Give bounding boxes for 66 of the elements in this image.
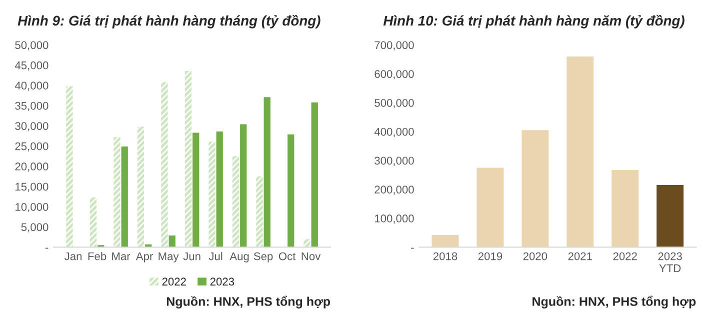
y-tick-label: 400,000: [374, 128, 414, 138]
text: Nguồn: HNX, PHS tổng hợp: [166, 296, 330, 308]
x-tick-label: May: [158, 252, 179, 262]
bar: [232, 156, 240, 248]
bar: [288, 134, 294, 248]
x-tick-label: Feb: [88, 252, 106, 260]
legend-label: 2023: [210, 278, 234, 286]
bar: [66, 86, 73, 248]
y-tick-label: 700,000: [374, 41, 414, 50]
bar: [311, 102, 318, 248]
bar: [208, 142, 216, 248]
x-tick-label: Sep: [254, 252, 273, 262]
x-tick-label: 2021: [568, 252, 592, 260]
bar: [161, 82, 168, 248]
bar: [114, 137, 120, 248]
x-tick-label: Jun: [183, 252, 200, 260]
x-tick-label: 2018: [433, 252, 458, 260]
y-tick-label: 25,000: [15, 142, 48, 152]
bar: [192, 132, 200, 248]
bar: [240, 124, 247, 248]
x-tick-label: 2022: [613, 252, 637, 260]
bar: [216, 131, 223, 248]
y-tick-label: -: [45, 248, 48, 249]
y-tick-label: 300,000: [374, 156, 414, 166]
y-tick-label: 10,000: [16, 202, 48, 212]
x-tick-label: Mar: [112, 252, 130, 260]
bar: [304, 239, 310, 248]
bar: [432, 235, 459, 248]
bar: [566, 56, 594, 248]
y-tick-label: 500,000: [374, 98, 414, 108]
x-tick-label: 2019: [478, 252, 502, 260]
y-tick-label: 50,000: [15, 41, 48, 50]
bar: [90, 197, 97, 248]
y-tick-label: 45,000: [14, 61, 48, 71]
y-tick-label: 40,000: [14, 82, 48, 91]
bar: [256, 176, 263, 248]
bar: [137, 126, 144, 248]
y-tick-label: 35,000: [15, 102, 48, 112]
x-tick-label: Aug: [230, 252, 249, 262]
y-tick-label: 5,000: [21, 223, 48, 232]
x-tick-label: Jan: [64, 252, 82, 260]
y-tick-label: 15,000: [16, 182, 48, 192]
x-tick-label: Nov: [302, 252, 321, 260]
chart-title: Hình 10: Giá trị phát hành hàng năm (tỷ đồng): [383, 14, 684, 28]
bar: [121, 146, 128, 248]
x-tick-label: Oct: [278, 252, 296, 260]
bar: [184, 70, 192, 248]
y-tick-label: 30,000: [15, 122, 48, 132]
text: Nguồn: HNX, PHS tổng hợp: [532, 296, 696, 308]
y-tick-label: 600,000: [374, 70, 414, 80]
legend-label: 2022: [162, 278, 186, 286]
y-tick-label: 200,000: [374, 186, 414, 195]
x-tick-label: 2023 YTD: [658, 252, 682, 272]
bar: [656, 185, 684, 248]
x-tick-label: 2020: [523, 252, 548, 260]
y-tick-label: -: [411, 248, 414, 249]
bar: [522, 130, 549, 248]
x-tick-label: Apr: [136, 252, 153, 262]
bar: [612, 170, 639, 248]
bar: [264, 97, 270, 248]
y-tick-label: 100,000: [374, 214, 414, 224]
bar: [476, 168, 504, 248]
x-tick-label: Jul: [208, 252, 222, 260]
chart-title: Hình 9: Giá trị phát hành hàng tháng (tỷ đồng): [18, 14, 320, 28]
y-tick-label: 20,000: [15, 162, 48, 172]
bar: [168, 235, 176, 248]
